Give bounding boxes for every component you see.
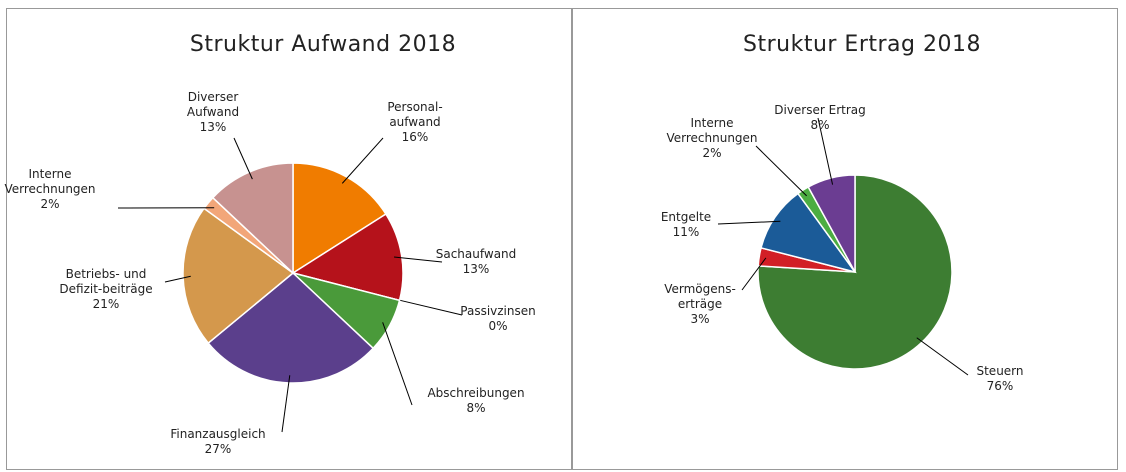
slice-label: Finanzausgleich: [170, 427, 266, 441]
leader-line: [817, 117, 834, 185]
pie-slice: [757, 174, 953, 370]
leader-line: [741, 257, 767, 291]
slice-label: Sachaufwand: [435, 247, 517, 261]
pie-slice: [182, 207, 295, 345]
leader-line: [281, 375, 291, 433]
value-label: 3%: [690, 312, 710, 326]
leader-line: [717, 220, 781, 225]
leader-line: [164, 275, 191, 283]
leader-line: [233, 137, 253, 180]
leader-line: [393, 256, 443, 263]
value-label: 13%: [199, 120, 227, 134]
leader-line: [916, 337, 969, 376]
leader-line: [382, 322, 413, 406]
slice-label: Interne Verrechnungen: [4, 167, 96, 196]
chart-title: Struktur Aufwand 2018: [189, 32, 457, 57]
value-label: 13%: [462, 262, 490, 276]
leader-line: [755, 145, 808, 197]
chart-panel: [572, 8, 1118, 470]
slice-label: Vermögens- erträge: [664, 282, 736, 311]
pie-slice: [292, 162, 387, 275]
slice-label: Diverser Ertrag: [774, 103, 866, 117]
pie-slice: [291, 213, 404, 302]
slice-label: Interne Verrechnungen: [666, 116, 758, 145]
pie-slice: [760, 192, 857, 274]
slice-label: Betriebs- und Defizit-beiträge: [59, 267, 153, 296]
value-label: 11%: [672, 225, 700, 239]
value-label: 0%: [488, 319, 508, 333]
value-label: 2%: [40, 197, 60, 211]
slice-label: Passivzinsen: [460, 304, 536, 318]
leader-line: [391, 297, 463, 316]
chart-panel: [6, 8, 572, 470]
slice-label: Steuern: [976, 364, 1024, 378]
slice-label: Abschreibungen: [427, 386, 525, 400]
value-label: 21%: [92, 297, 120, 311]
value-label: 8%: [466, 401, 486, 415]
value-label: 27%: [204, 442, 232, 456]
chart-title: Struktur Ertrag 2018: [743, 32, 981, 57]
value-label: 2%: [702, 146, 722, 160]
leader-line: [341, 137, 384, 184]
value-label: 8%: [810, 118, 830, 132]
value-label: 16%: [401, 130, 429, 144]
pie-slice: [207, 272, 375, 384]
slice-label: Entgelte: [660, 210, 712, 224]
slice-label: Personal- aufwand: [387, 100, 443, 129]
slice-label: Diverser Aufwand: [186, 90, 240, 119]
value-label: 76%: [986, 379, 1014, 393]
